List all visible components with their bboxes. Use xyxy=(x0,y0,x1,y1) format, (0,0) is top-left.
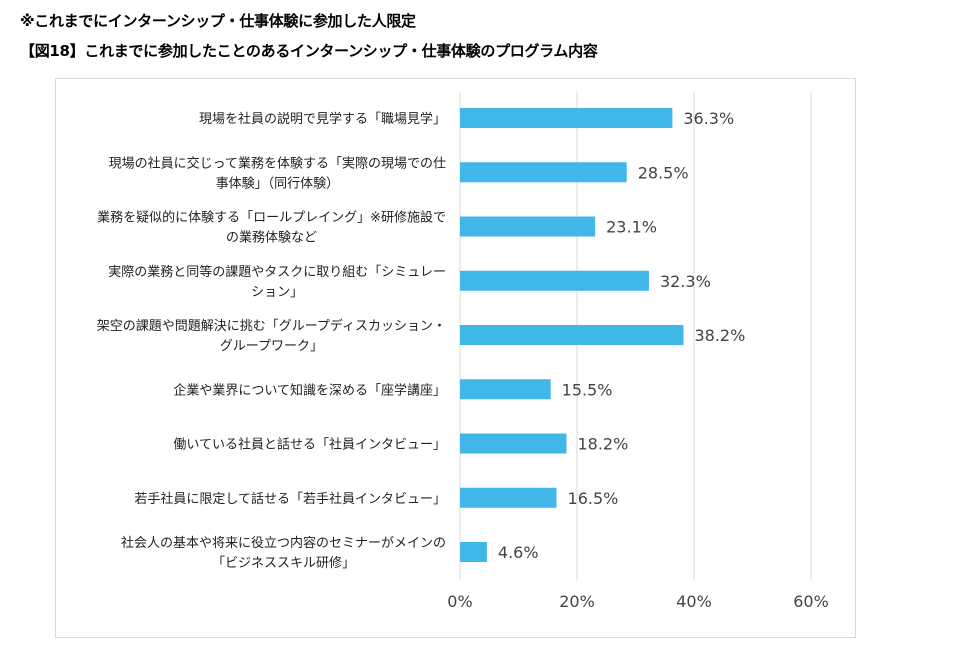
category-label: グループワーク」 xyxy=(220,339,323,354)
data-label: 18.2% xyxy=(577,435,628,454)
category-label: 業務を疑似的に体験する「ロールプレイング」※研修施設で xyxy=(97,210,446,226)
data-label: 4.6% xyxy=(498,543,539,562)
x-tick-label: 0% xyxy=(447,592,472,611)
bar xyxy=(460,270,649,291)
category-label: の業務体験など xyxy=(226,230,317,246)
x-tick-label: 20% xyxy=(559,592,595,611)
bar xyxy=(460,487,557,508)
data-label: 36.3% xyxy=(683,109,734,128)
chart-note: ※これまでにインターンシップ・仕事体験に参加した人限定 xyxy=(20,12,416,30)
data-label: 16.5% xyxy=(568,489,619,508)
category-label: 働いている社員と話せる「社員インタビュー」 xyxy=(173,437,446,453)
category-label: ション」 xyxy=(251,285,303,300)
category-label: 現場の社員に交じって業務を体験する「実際の現場での仕 xyxy=(109,155,446,171)
data-label: 32.3% xyxy=(660,272,711,291)
bar xyxy=(460,542,487,562)
category-label: 事体験」（同行体験） xyxy=(216,176,340,191)
category-label: 実際の業務と同等の課題やタスクに取り組む「シミュレー xyxy=(108,264,446,280)
bar xyxy=(460,162,627,183)
x-tick-label: 40% xyxy=(676,592,712,611)
bar xyxy=(460,108,673,128)
data-label: 28.5% xyxy=(638,163,689,182)
bar xyxy=(460,379,551,400)
x-tick-label: 60% xyxy=(793,592,829,611)
data-label: 15.5% xyxy=(562,380,613,399)
category-label: 現場を社員の説明で見学する「職場見学」 xyxy=(199,111,446,127)
category-label: 若手社員に限定して話せる「若手社員インタビュー」 xyxy=(134,491,446,507)
data-label: 23.1% xyxy=(606,218,657,237)
bar xyxy=(460,433,567,454)
data-label: 38.2% xyxy=(694,326,745,345)
chart-frame xyxy=(55,78,856,638)
category-label: 企業や業界について知識を深める「座学講座」 xyxy=(173,382,446,398)
category-label: 架空の課題や問題解決に挑む「グループディスカッション・ xyxy=(97,318,446,334)
category-label: 「ビジネススキル研修」 xyxy=(212,556,355,571)
chart-title: 【図18】これまでに参加したことのあるインターンシップ・仕事体験のプログラム内容 xyxy=(20,42,598,60)
bar xyxy=(460,325,684,345)
category-label: 社会人の基本や将来に役立つ内容のセミナーがメインの xyxy=(121,535,446,551)
bar xyxy=(460,216,596,237)
